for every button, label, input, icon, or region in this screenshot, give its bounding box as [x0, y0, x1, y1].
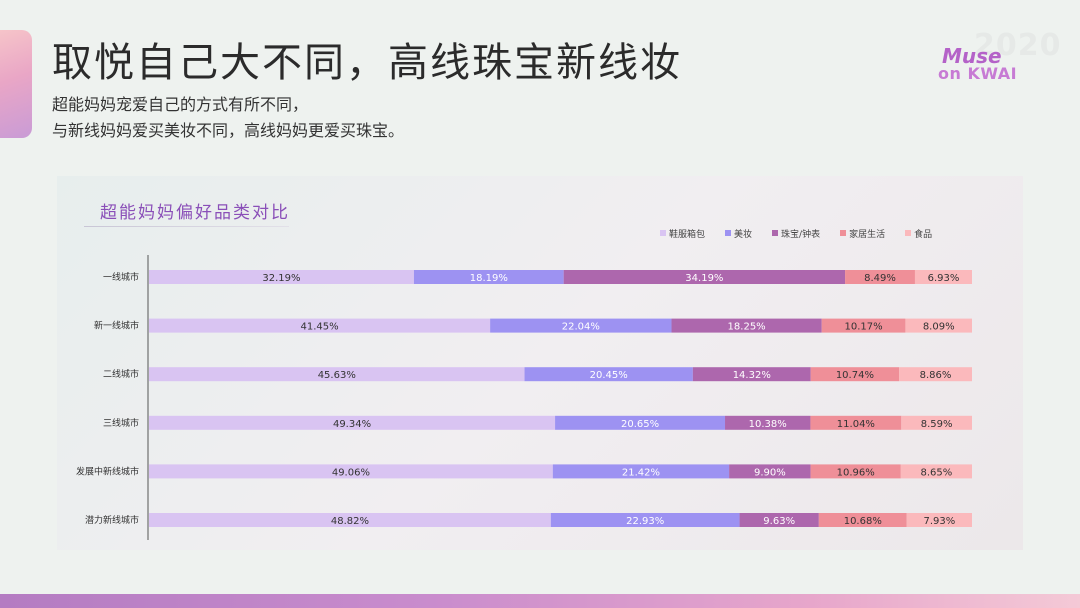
data-label: 45.63%: [318, 370, 356, 381]
subtitle-line-1: 超能妈妈宠爱自己的方式有所不同，: [52, 95, 309, 114]
bar-segment: [818, 513, 907, 527]
data-label: 10.74%: [836, 370, 874, 381]
bar-segment: [149, 415, 556, 430]
logo-year: 2020: [974, 28, 1062, 63]
data-label: 8.65%: [921, 467, 953, 478]
data-label: 22.93%: [626, 516, 664, 527]
legend-item: 家居生活: [840, 226, 885, 240]
data-label: 20.45%: [590, 370, 628, 381]
data-label: 20.65%: [621, 419, 659, 430]
legend-item: 美妆: [725, 226, 752, 240]
bar-segment: [739, 513, 819, 527]
logo-on-kwai: on KWAI: [938, 64, 1018, 83]
category-label: 二线城市: [103, 368, 139, 380]
bar-segment: [821, 318, 906, 333]
bar-segment: [149, 318, 491, 333]
legend-swatch: [840, 230, 847, 236]
muse-on-kwai-logo: 2020 Muse on KWAI: [936, 28, 1061, 88]
legend-label: 美妆: [734, 229, 753, 240]
bar-segment: [901, 415, 972, 430]
bar-segment: [725, 415, 811, 430]
bar-segment: [149, 464, 553, 479]
data-label: 49.06%: [332, 467, 370, 478]
data-label: 11.04%: [837, 419, 875, 430]
data-label: 9.90%: [754, 467, 786, 478]
data-label: 10.17%: [844, 322, 882, 333]
data-label: 18.25%: [728, 322, 766, 333]
data-label: 8.86%: [920, 370, 952, 381]
bar-segment: [524, 367, 693, 382]
data-label: 48.82%: [331, 516, 369, 527]
data-label: 8.59%: [921, 419, 953, 430]
legend-label: 家居生活: [849, 229, 886, 240]
legend-label: 珠宝/钟表: [781, 229, 821, 240]
data-label: 34.19%: [685, 273, 723, 284]
data-label: 9.63%: [763, 516, 795, 527]
chart-legend: 鞋服箱包 美妆 珠宝/钟表 家居生活 食品: [660, 226, 952, 240]
bar-segment: [671, 318, 822, 333]
legend-swatch: [905, 230, 912, 236]
bar-segment: [810, 367, 900, 382]
legend-swatch: [660, 230, 666, 236]
data-label: 32.19%: [262, 273, 300, 284]
category-label: 一线城市: [103, 271, 139, 283]
chart-title-underline: [84, 226, 289, 227]
bar-segment: [900, 464, 972, 479]
bar-segment: [810, 464, 901, 479]
bar-segment: [563, 270, 846, 284]
page-subtitle: 超能妈妈宠爱自己的方式有所不同， 与新线妈妈爱买美妆不同，高线妈妈更爱买珠宝。: [52, 92, 404, 144]
legend-item: 珠宝/钟表: [772, 226, 820, 240]
data-label: 14.32%: [733, 370, 771, 381]
data-label: 21.42%: [622, 467, 660, 478]
chart-panel: [57, 176, 1023, 550]
data-label: 8.09%: [923, 322, 955, 333]
data-label: 22.04%: [562, 322, 600, 333]
bar-segment: [729, 464, 811, 479]
data-label: 10.38%: [749, 419, 787, 430]
data-label: 7.93%: [923, 516, 955, 527]
bar-segment: [552, 464, 730, 479]
bottom-gradient-bar: [0, 594, 1080, 608]
data-label: 6.93%: [928, 273, 960, 284]
logo-muse: Muse: [942, 44, 1002, 68]
category-label: 三线城市: [103, 417, 139, 429]
category-label: 潜力新线城市: [85, 514, 139, 526]
accent-tab: [0, 30, 32, 138]
category-label: 新一线城市: [94, 320, 139, 332]
bar-segment: [810, 415, 902, 430]
bar-segment: [550, 513, 740, 527]
data-label: 49.34%: [333, 419, 371, 430]
data-label: 10.96%: [837, 467, 875, 478]
page-title: 取悦自己大不同，高线珠宝新线妆: [52, 40, 682, 86]
bar-segment: [149, 270, 414, 284]
bar-segment: [905, 318, 972, 333]
data-label: 41.45%: [300, 322, 338, 333]
data-label: 18.19%: [470, 273, 508, 284]
bar-segment: [845, 270, 915, 284]
bar-segment: [914, 270, 972, 284]
bar-segment: [490, 318, 672, 333]
data-label: 8.49%: [864, 273, 896, 284]
bar-segment: [149, 513, 551, 527]
legend-item: 食品: [905, 226, 932, 240]
subtitle-line-2: 与新线妈妈爱买美妆不同，高线妈妈更爱买珠宝。: [52, 121, 405, 140]
legend-item: 鞋服箱包: [660, 226, 705, 240]
legend-label: 鞋服箱包: [669, 229, 706, 240]
bar-segment: [899, 367, 972, 382]
bar-segment: [906, 513, 972, 527]
bar-segment: [555, 415, 726, 430]
chart-title: 超能妈妈偏好品类对比: [100, 203, 290, 223]
legend-swatch: [772, 230, 779, 236]
category-label: 发展中新线城市: [76, 465, 139, 477]
bar-segment: [692, 367, 811, 382]
legend-label: 食品: [914, 229, 933, 240]
bar-segment: [149, 367, 525, 382]
data-label: 10.68%: [844, 516, 882, 527]
bar-segment: [413, 270, 564, 284]
legend-swatch: [725, 230, 732, 236]
